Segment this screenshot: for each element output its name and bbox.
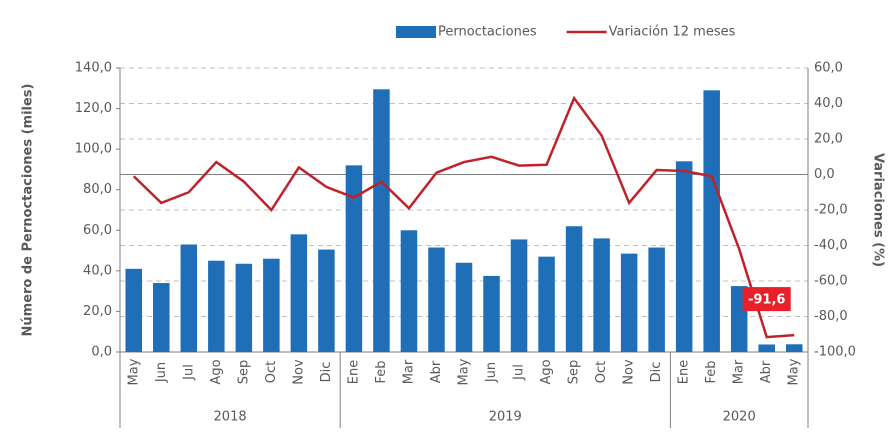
y-tick-label: 120,0 [75,101,112,116]
x-tick-label: Abr [429,360,444,383]
x-tick-label: Sep [236,360,251,385]
bar [153,283,170,352]
x-tick-label: Jun [154,362,169,383]
y2-tick-label: 40,0 [814,96,843,111]
line [132,95,795,339]
y2-tick-label: 60,0 [814,61,843,76]
bar [318,249,335,352]
y-tick-label: 80,0 [83,182,112,197]
x-tick-label: Feb [704,360,719,383]
bar [538,256,555,352]
data-label-box [742,287,791,312]
x-tick-label: Nov [622,359,637,385]
bar [620,253,638,352]
bar [345,165,363,352]
y-axis-label: Número de Pernoctaciones (miles) [21,84,36,337]
group-label: 2019 [489,410,522,425]
bar [648,247,665,352]
legend-label: Pernoctaciones [438,25,537,40]
y2-tick-label: -80,0 [814,309,848,324]
group-label: 2018 [214,410,247,425]
x-tick-label: Ago [539,359,554,384]
x-tick-label: Jul [512,364,527,381]
bar [400,230,418,352]
y2-tick-label: -60,0 [814,274,848,289]
x-tick-label: Ene [346,360,361,384]
y2-tick-label: -40,0 [814,238,848,253]
bar [125,268,143,352]
y2-axis-label: Variaciones (%) [871,153,886,267]
x-tick-label: Sep [567,360,582,385]
bar [483,275,500,352]
legend-label: Variación 12 meses [609,25,736,40]
x-tick-label: May [457,358,472,385]
y2-tick-label: 0,0 [814,167,835,182]
x-tick-label: Oct [264,361,279,383]
y2-tick-label: -100,0 [814,345,856,360]
legend-swatch [396,26,436,38]
y-tick-label: 40,0 [83,263,112,278]
bar [235,263,253,352]
x-tick-label: Dic [649,362,664,383]
x-tick-label: Jun [484,362,499,383]
bar [290,234,308,352]
bar [675,161,693,352]
y-tick-label: 60,0 [83,223,112,238]
bar [373,89,390,353]
bar [208,260,225,352]
x-tick-label: Ago [209,359,224,384]
bar [428,247,445,352]
x-tick-label: Mar [732,359,747,384]
y2-tick-label: 20,0 [814,132,843,147]
bar [785,344,803,352]
y-tick-label: 100,0 [75,142,112,157]
x-tick-label: May [787,358,802,385]
x-tick-label: Abr [759,360,774,383]
x-tick-label: Nov [291,359,306,385]
x-tick-label: Mar [401,359,416,384]
x-tick-label: Oct [594,361,609,383]
bar [565,226,583,352]
y-tick-label: 0,0 [91,345,112,360]
bar [758,344,775,352]
y-tick-label: 20,0 [83,304,112,319]
y-tick-label: 140,0 [75,61,112,76]
x-tick-label: Dic [319,362,334,383]
group-label: 2020 [723,410,756,425]
bar [593,238,610,352]
bar [263,258,280,352]
x-tick-label: Jul [181,364,196,381]
x-tick-label: May [126,358,141,385]
bar [455,262,473,352]
x-tick-label: Ene [677,360,692,384]
y2-tick-label: -20,0 [814,203,848,218]
bar [703,90,720,353]
x-tick-label: Feb [374,360,389,383]
bar [510,239,528,352]
bar [180,244,198,352]
data-label: -91,6 [748,293,785,308]
